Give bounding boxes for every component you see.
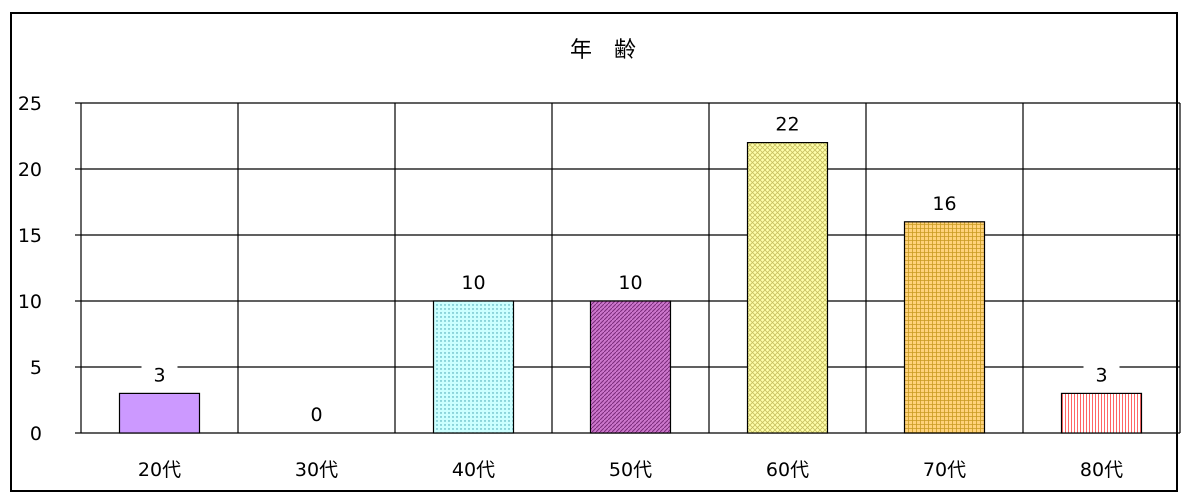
data-label: 22 bbox=[775, 114, 799, 136]
data-labels: 3 0 10 10 22 16 3 bbox=[141, 110, 1120, 427]
y-tick-label: 0 bbox=[30, 423, 42, 445]
x-tick-label: 30代 bbox=[295, 459, 338, 481]
bars bbox=[118, 142, 1143, 434]
data-label: 3 bbox=[1095, 364, 1107, 386]
bar bbox=[432, 300, 515, 434]
y-tick-label: 20 bbox=[18, 159, 42, 181]
y-tick-label: 10 bbox=[18, 291, 42, 313]
x-tick-label: 70代 bbox=[923, 459, 966, 481]
grid-lines bbox=[75, 102, 1181, 434]
data-label: 0 bbox=[310, 404, 322, 426]
bar bbox=[589, 300, 672, 434]
x-tick-label: 50代 bbox=[609, 459, 652, 481]
chart-title: 年 齢 bbox=[570, 38, 636, 63]
x-tick-label: 60代 bbox=[766, 459, 809, 481]
x-tick-label: 40代 bbox=[452, 459, 495, 481]
data-label-bg bbox=[612, 269, 649, 295]
data-label-bg bbox=[298, 401, 335, 427]
y-tick-label: 15 bbox=[18, 225, 42, 247]
x-tick-label: 80代 bbox=[1080, 459, 1123, 481]
x-axis-ticks: 20代 30代 40代 50代 60代 70代 80代 bbox=[138, 459, 1123, 481]
y-axis-ticks: 0 5 10 15 20 25 bbox=[18, 93, 42, 445]
y-tick-label: 5 bbox=[30, 357, 42, 379]
data-label-bg bbox=[769, 110, 806, 137]
bar bbox=[746, 142, 829, 434]
data-label-bg bbox=[141, 361, 178, 388]
bar bbox=[118, 392, 201, 434]
x-tick-label: 20代 bbox=[138, 459, 181, 481]
data-label: 10 bbox=[618, 272, 642, 294]
data-label-bg bbox=[455, 269, 492, 295]
data-label: 10 bbox=[461, 272, 485, 294]
data-label-bg bbox=[926, 189, 963, 216]
y-tick-label: 25 bbox=[18, 93, 42, 115]
data-label: 3 bbox=[153, 364, 165, 386]
data-label: 16 bbox=[932, 193, 956, 215]
bar bbox=[1060, 392, 1143, 434]
bar bbox=[903, 221, 986, 434]
data-label-bg bbox=[1083, 361, 1120, 388]
